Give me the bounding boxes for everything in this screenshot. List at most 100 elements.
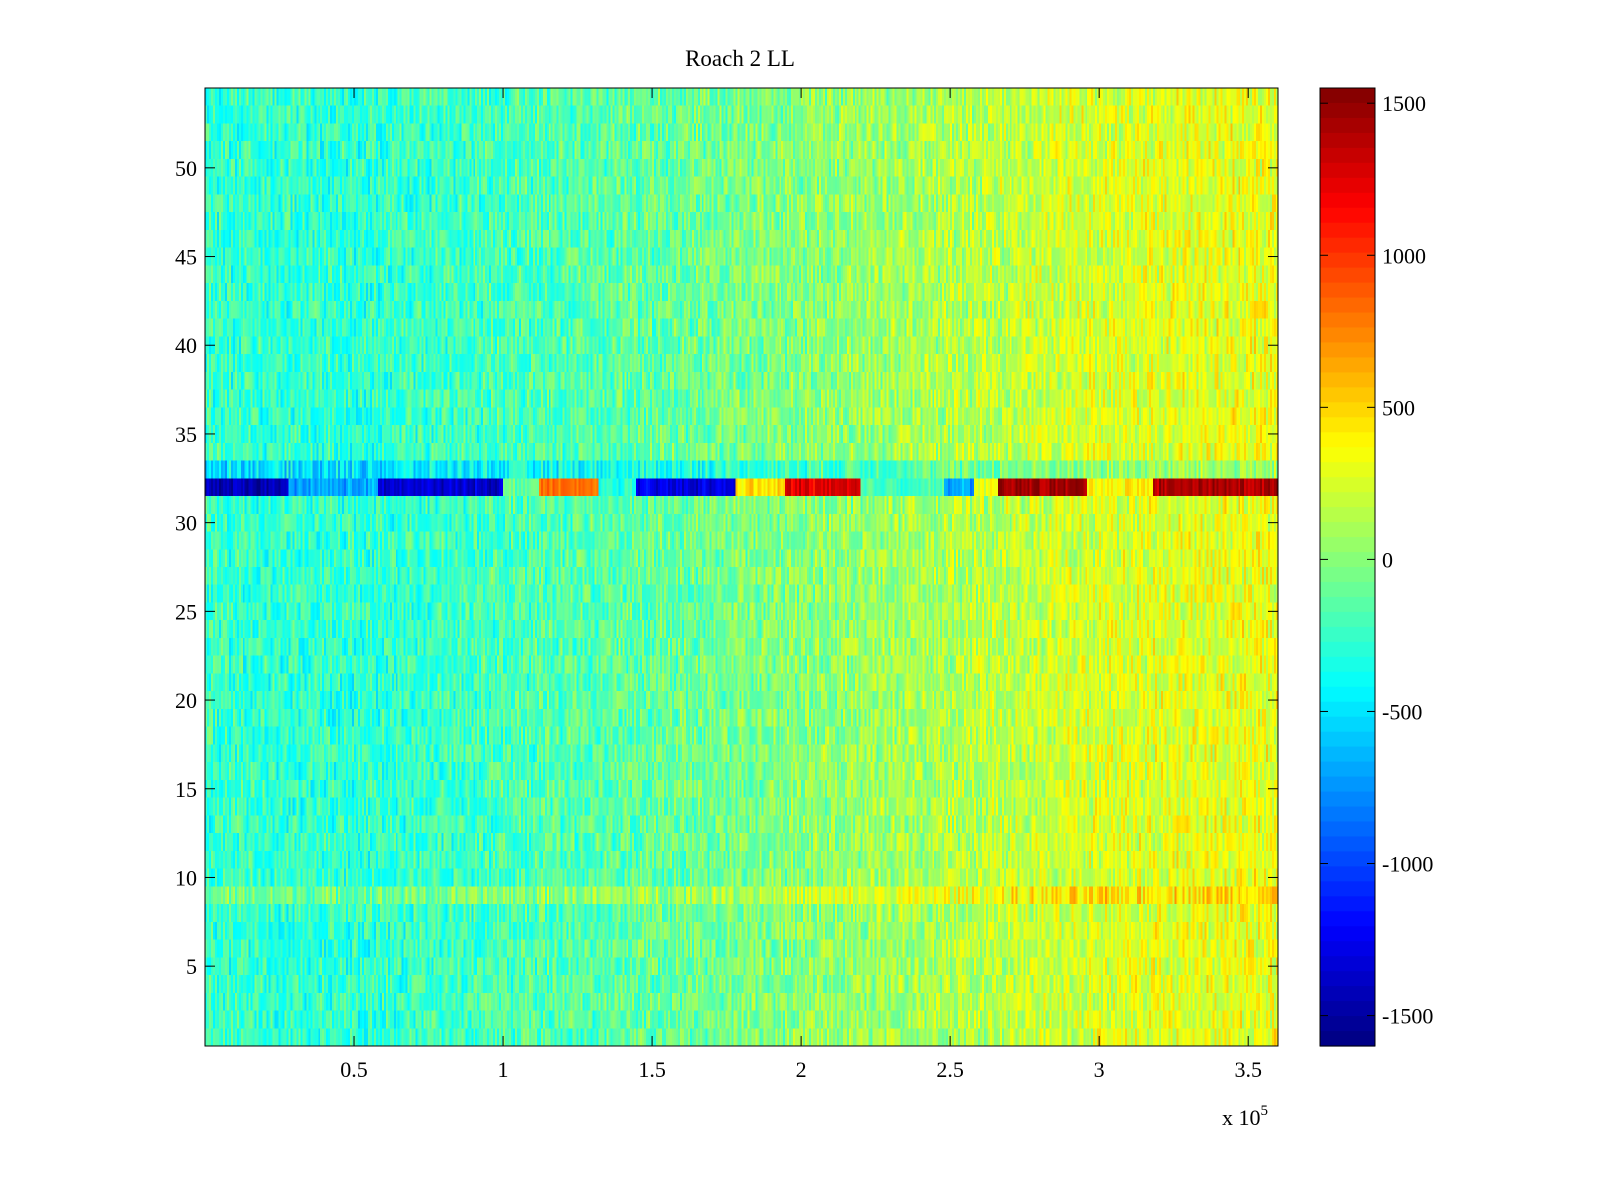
colorbar-segment — [1320, 312, 1375, 329]
colorbar-tick-label: 0 — [1382, 547, 1393, 572]
x-tick-label: 0.5 — [340, 1057, 368, 1082]
x-tick-label: 3.5 — [1234, 1057, 1262, 1082]
colorbar-segment — [1320, 342, 1375, 359]
colorbar-segment — [1320, 776, 1375, 793]
colorbar-segment — [1320, 1016, 1375, 1032]
colorbar-segment — [1320, 207, 1375, 224]
x-tick-label: 3 — [1094, 1057, 1105, 1082]
colorbar-segment — [1320, 641, 1375, 658]
colorbar-segment — [1320, 881, 1375, 897]
colorbar-segment — [1320, 806, 1375, 823]
colorbar-segment — [1320, 671, 1375, 688]
colorbar-tick-label: 1000 — [1382, 243, 1426, 268]
y-axis: 5 10 15 20 25 30 35 40 45 50 — [175, 156, 1278, 979]
colorbar-segment — [1320, 821, 1375, 838]
colorbar-segment — [1320, 716, 1375, 733]
colorbar-segment — [1320, 402, 1375, 418]
y-tick-label: 35 — [175, 422, 197, 447]
colorbar-tick-label: -1000 — [1382, 852, 1433, 877]
colorbar-segment — [1320, 117, 1375, 134]
colorbar-segment — [1320, 492, 1375, 508]
colorbar-segment — [1320, 162, 1375, 179]
colorbar-tick-label: -500 — [1382, 699, 1422, 724]
colorbar-tick-label: 1500 — [1382, 91, 1426, 116]
colorbar-segment — [1320, 477, 1375, 493]
colorbar-segment — [1320, 432, 1375, 448]
colorbar-segment — [1320, 941, 1375, 957]
colorbar-segment — [1320, 88, 1375, 104]
y-tick-label: 25 — [175, 599, 197, 624]
colorbar-segment — [1320, 177, 1375, 194]
colorbar-segment — [1320, 417, 1375, 433]
colorbar — [1319, 87, 1376, 1047]
chart-title: Roach 2 LL — [685, 46, 795, 71]
plot-area — [204, 87, 1279, 1047]
plot-frame — [204, 87, 1279, 1047]
x-tick-label: 2.5 — [936, 1057, 964, 1082]
y-tick-label: 40 — [175, 333, 197, 358]
colorbar-axis: 1500 1000 500 0 -500 -1000 -1500 — [1320, 91, 1433, 1029]
colorbar-segment — [1320, 926, 1375, 942]
colorbar-segment — [1320, 656, 1375, 673]
colorbar-segment — [1320, 387, 1375, 403]
y-tick-label: 20 — [175, 688, 197, 713]
colorbar-segment — [1320, 761, 1375, 778]
colorbar-segment — [1320, 701, 1375, 718]
colorbar-segment — [1320, 731, 1375, 748]
colorbar-tick-label: 500 — [1382, 395, 1415, 420]
x-tick-label: 2 — [796, 1057, 807, 1082]
y-tick-label: 30 — [175, 511, 197, 536]
colorbar-segment — [1320, 297, 1375, 314]
colorbar-segment — [1320, 447, 1375, 463]
heatmap-cells — [205, 88, 1278, 1046]
colorbar-segment — [1320, 596, 1375, 613]
colorbar-segment — [1320, 282, 1375, 299]
colorbar-segment — [1320, 147, 1375, 164]
colorbar-segment — [1320, 911, 1375, 927]
x-axis: 0.5 1 1.5 2 2.5 3 3.5 — [340, 88, 1262, 1082]
x-exponent-label: x 105 — [1222, 1103, 1268, 1130]
y-tick-label: 5 — [186, 954, 197, 979]
colorbar-segment — [1320, 626, 1375, 643]
colorbar-segment — [1320, 267, 1375, 284]
colorbar-frame — [1319, 87, 1376, 1047]
y-tick-label: 45 — [175, 245, 197, 270]
colorbar-segment — [1320, 132, 1375, 149]
colorbar-segment — [1320, 507, 1375, 523]
colorbar-segment — [1320, 836, 1375, 853]
colorbar-segment — [1320, 222, 1375, 239]
colorbar-segment — [1320, 956, 1375, 972]
colorbar-tick-label: -1500 — [1382, 1004, 1433, 1029]
y-tick-label: 10 — [175, 865, 197, 890]
colorbar-segment — [1320, 567, 1375, 583]
colorbar-segment — [1320, 552, 1375, 568]
colorbar-segment — [1320, 971, 1375, 987]
y-tick-label: 15 — [175, 777, 197, 802]
colorbar-segment — [1320, 791, 1375, 808]
colorbar-segment — [1320, 237, 1375, 254]
y-tick-label: 50 — [175, 156, 197, 181]
colorbar-segment — [1320, 686, 1375, 703]
colorbar-segment — [1320, 746, 1375, 763]
colorbar-segment — [1320, 327, 1375, 344]
x-tick-label: 1.5 — [638, 1057, 666, 1082]
colorbar-segment — [1320, 1031, 1375, 1047]
colorbar-segment — [1320, 462, 1375, 478]
colorbar-segment — [1320, 866, 1375, 882]
colorbar-segment — [1320, 1001, 1375, 1017]
colorbar-segment — [1320, 611, 1375, 628]
colorbar-segment — [1320, 192, 1375, 209]
colorbar-segment — [1320, 581, 1375, 598]
colorbar-segment — [1320, 851, 1375, 867]
colorbar-segment — [1320, 986, 1375, 1002]
colorbar-segment — [1320, 537, 1375, 553]
x-exponent-power: 5 — [1261, 1103, 1269, 1119]
x-tick-label: 1 — [498, 1057, 509, 1082]
colorbar-segment — [1320, 372, 1375, 388]
colorbar-segment — [1320, 357, 1375, 374]
colorbar-segment — [1320, 102, 1375, 119]
colorbar-segment — [1320, 896, 1375, 912]
colorbar-segment — [1320, 252, 1375, 269]
colorbar-segment — [1320, 522, 1375, 538]
